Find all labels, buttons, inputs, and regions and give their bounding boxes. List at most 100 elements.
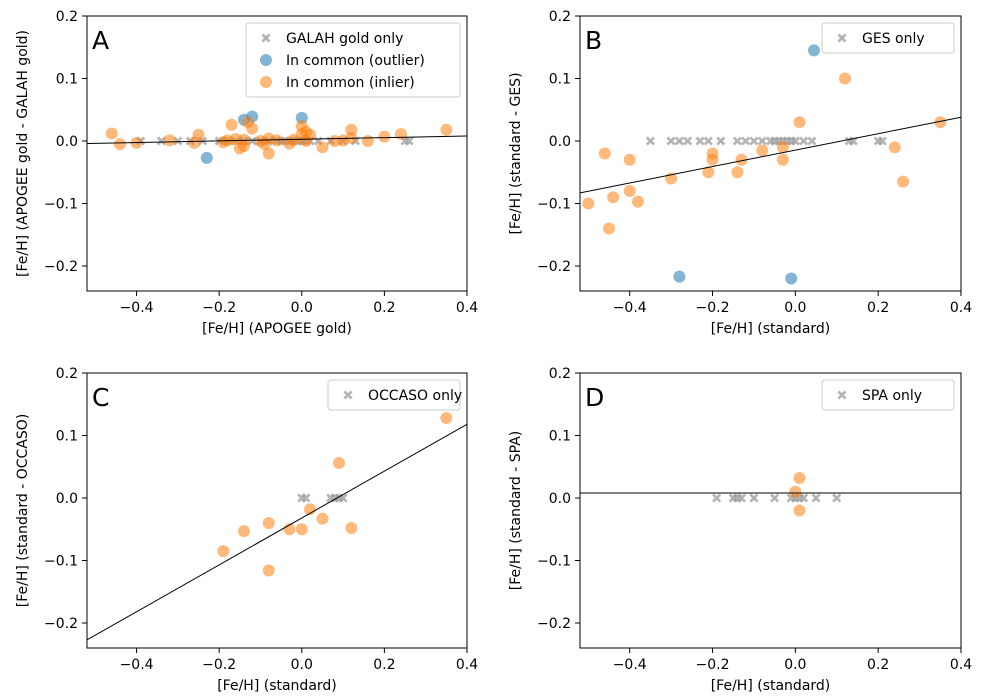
series-group-1 [789, 472, 806, 517]
x-tick-label: 0.0 [784, 657, 806, 673]
series-group-2 [582, 72, 947, 235]
legend-marker [260, 76, 272, 88]
x-tick-label: 0.4 [456, 300, 478, 316]
legend-marker [260, 54, 272, 66]
legend-marker [343, 390, 353, 400]
y-tick-label: 0.0 [549, 491, 571, 507]
y-tick-label: 0.0 [549, 134, 571, 150]
y-tick-label: 0.1 [56, 429, 78, 445]
panel-a: −0.4 −0.2 0.0 0.2 0.4 −0.2 −0.1 0.0 0.1 0.2 [Fe/H]… [15, 9, 478, 337]
plot-area [580, 44, 961, 285]
y-tick-label: 0.1 [56, 72, 78, 88]
data-point [712, 493, 722, 503]
data-point [262, 147, 275, 160]
axes-frame [579, 372, 962, 649]
data-point [793, 116, 806, 129]
legend-marker [261, 33, 271, 43]
legend-entry-label: In common (outlier) [286, 53, 425, 69]
data-point [332, 457, 345, 469]
plot-area [87, 412, 467, 641]
x-tick-label: −0.4 [120, 300, 154, 316]
series-ges-only [645, 136, 887, 146]
data-point [582, 197, 595, 210]
data-point [440, 412, 453, 424]
data-point [706, 153, 719, 166]
series-group-1 [217, 412, 453, 577]
panel-label: D [585, 383, 604, 412]
data-point [934, 116, 947, 129]
legend-box [821, 22, 955, 54]
data-point [732, 136, 742, 146]
legend-entry-label: OCCASO only [368, 388, 462, 404]
data-point [832, 493, 842, 503]
x-tick-label: −0.4 [613, 657, 647, 673]
y-tick-label: −0.1 [537, 197, 571, 213]
y-tick-label: −0.1 [44, 554, 78, 570]
data-point [749, 136, 759, 146]
data-point [237, 133, 250, 146]
data-point [741, 136, 751, 146]
data-point [770, 493, 780, 503]
panel-label: A [92, 26, 109, 55]
x-tick-label: 0.4 [950, 300, 972, 316]
data-point [716, 136, 726, 146]
legend-marker [837, 33, 847, 43]
panel-b: −0.4 −0.2 0.0 0.2 0.4 −0.2 −0.1 0.0 0.1 0.2 [Fe/H]… [508, 9, 972, 337]
data-point [301, 493, 311, 503]
x-tick-label: 0.0 [291, 657, 313, 673]
data-point [295, 523, 308, 536]
data-point [192, 128, 205, 141]
data-point [114, 138, 127, 151]
data-point [757, 136, 767, 146]
data-point [731, 166, 744, 179]
data-point [695, 136, 705, 146]
data-point [776, 141, 789, 154]
x-tick-label: −0.4 [120, 657, 154, 673]
x-tick-label: −0.2 [696, 300, 730, 316]
fit-line [87, 423, 467, 641]
data-point [790, 136, 800, 146]
legend: SPA only [821, 379, 955, 411]
data-point [645, 136, 655, 146]
legend: GALAH gold only In common (outlier) In com… [245, 22, 461, 98]
data-point [262, 517, 275, 529]
x-tick-label: 0.0 [291, 300, 313, 316]
panel-d: −0.4 −0.2 0.0 0.2 0.4 −0.2 −0.1 0.0 0.1 0.2 [Fe/H]… [508, 366, 972, 694]
axes-frame [579, 15, 962, 292]
x-tick-label: 0.0 [784, 300, 806, 316]
data-point [173, 136, 183, 146]
data-point [156, 136, 166, 146]
axes-frame [86, 15, 468, 292]
data-point [807, 44, 820, 57]
x-axis-label: [Fe/H] (standard) [711, 321, 831, 337]
data-point [246, 122, 259, 135]
data-point [440, 123, 453, 136]
data-point [607, 191, 620, 204]
fit-line [87, 135, 467, 144]
legend-entry-label: GALAH gold only [286, 31, 403, 47]
data-point [378, 130, 391, 143]
data-point [394, 128, 407, 141]
y-tick-label: 0.2 [56, 9, 78, 25]
data-point [877, 136, 887, 146]
data-point [316, 141, 329, 154]
axes-frame [86, 372, 468, 649]
data-point [888, 141, 901, 154]
data-point [225, 118, 238, 131]
legend-box [821, 379, 955, 411]
x-tick-label: −0.4 [613, 300, 647, 316]
data-point [756, 144, 769, 157]
y-tick-label: −0.2 [537, 259, 571, 275]
legend-marker [837, 390, 847, 400]
y-tick-label: 0.2 [549, 366, 571, 382]
legend-box [327, 379, 461, 411]
data-point [735, 153, 748, 166]
data-point [703, 136, 713, 146]
data-point [799, 136, 809, 146]
data-point [749, 493, 759, 503]
x-tick-label: 0.2 [867, 300, 889, 316]
y-tick-label: −0.1 [537, 554, 571, 570]
y-tick-label: 0.1 [549, 429, 571, 445]
data-point [623, 185, 636, 197]
